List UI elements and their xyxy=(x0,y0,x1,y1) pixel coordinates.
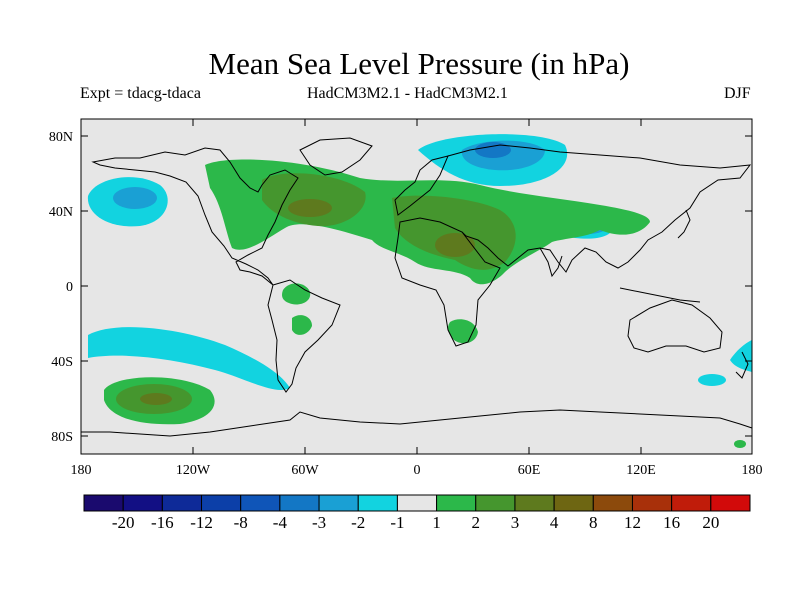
south-america-coast xyxy=(267,279,341,393)
colorbar-label: -20 xyxy=(112,513,135,532)
low-south-pacific-band xyxy=(88,327,290,391)
low-north-pacific-core xyxy=(113,187,157,209)
lon-label: 120E xyxy=(626,463,656,478)
colorbar-swatch xyxy=(553,494,594,512)
high-eurasia-mid xyxy=(392,195,516,270)
north-america-coast xyxy=(91,147,299,286)
colorbar-label: 8 xyxy=(589,513,598,532)
colorbar-swatch xyxy=(710,494,751,512)
lon-tick-labels: 180 120W 60W 0 60E 120E 180 xyxy=(71,463,763,478)
experiment-label: Expt = tdacg-tdaca xyxy=(80,85,201,102)
greenland-coast xyxy=(299,137,373,176)
japan-outline xyxy=(677,209,691,239)
high-south-america-2 xyxy=(292,315,312,335)
colorbar-labels: -20 -16 -12 -8 -4 -3 -2 -1 1 2 3 4 8 12 16 20 xyxy=(112,513,719,532)
lat-label: 40S xyxy=(51,355,73,370)
colorbar-swatch xyxy=(357,494,398,512)
colorbar-swatch xyxy=(318,494,359,512)
colorbar xyxy=(83,494,751,512)
asia-coast xyxy=(447,144,752,273)
colorbar-label: -8 xyxy=(234,513,248,532)
low-nz xyxy=(698,374,726,386)
australia-coast xyxy=(627,299,723,353)
colorbar-swatch xyxy=(631,494,673,512)
high-eurasia-core xyxy=(435,233,475,257)
colorbar-label: 16 xyxy=(663,513,680,532)
colorbar-label: 1 xyxy=(432,513,441,532)
colorbar-swatch xyxy=(240,494,281,512)
high-south-pacific-core xyxy=(140,393,172,405)
colorbar-swatch xyxy=(83,494,124,512)
high-antarctic-spot xyxy=(734,440,746,448)
coastlines xyxy=(81,137,753,437)
colorbar-label: 12 xyxy=(624,513,641,532)
colorbar-label: -2 xyxy=(351,513,365,532)
colorbar-swatch xyxy=(122,494,163,512)
lat-tick-marks xyxy=(81,135,752,437)
lat-label: 0 xyxy=(66,280,73,295)
colorbar-swatch xyxy=(592,494,633,512)
lat-tick-labels: 80N 40N 0 40S 80S xyxy=(49,130,73,445)
lon-label: 180 xyxy=(71,463,92,478)
colorbar-label: -1 xyxy=(390,513,404,532)
low-siberia-core xyxy=(475,142,511,158)
colorbar-swatch xyxy=(201,494,242,512)
colorbar-label: 2 xyxy=(472,513,481,532)
lon-tick-marks xyxy=(192,119,642,454)
low-tasman xyxy=(730,340,752,372)
chart-title: Mean Sea Level Pressure (in hPa) xyxy=(208,46,630,81)
lat-label: 40N xyxy=(49,205,73,220)
colorbar-swatch xyxy=(671,494,712,512)
lat-label: 80S xyxy=(51,430,73,445)
new-zealand-outline xyxy=(735,351,749,379)
pressure-anomaly-field xyxy=(87,134,752,448)
lon-label: 0 xyxy=(414,463,421,478)
colorbar-swatch xyxy=(436,494,477,512)
colorbar-label: -12 xyxy=(190,513,213,532)
india-outline xyxy=(539,247,563,278)
colorbar-swatch xyxy=(514,494,555,512)
colorbar-label: -4 xyxy=(273,513,288,532)
colorbar-label: -16 xyxy=(151,513,174,532)
colorbar-swatch xyxy=(279,494,320,512)
lon-label: 60E xyxy=(518,463,541,478)
colorbar-label: 20 xyxy=(702,513,719,532)
colorbar-swatch xyxy=(161,494,203,512)
indonesia-outline xyxy=(619,287,701,303)
colorbar-label: 3 xyxy=(511,513,520,532)
lat-label: 80N xyxy=(49,130,73,145)
colorbar-swatch xyxy=(396,494,438,512)
lon-label: 60W xyxy=(291,463,319,478)
colorbar-label: 4 xyxy=(550,513,559,532)
colorbar-label: -3 xyxy=(312,513,326,532)
lon-label: 180 xyxy=(742,463,763,478)
model-label: HadCM3M2.1 - HadCM3M2.1 xyxy=(307,85,508,102)
lon-label: 120W xyxy=(176,463,211,478)
colorbar-swatch xyxy=(475,494,516,512)
season-label: DJF xyxy=(724,85,751,102)
antarctica-coast xyxy=(81,409,753,437)
high-north-atlantic-core xyxy=(288,199,332,217)
